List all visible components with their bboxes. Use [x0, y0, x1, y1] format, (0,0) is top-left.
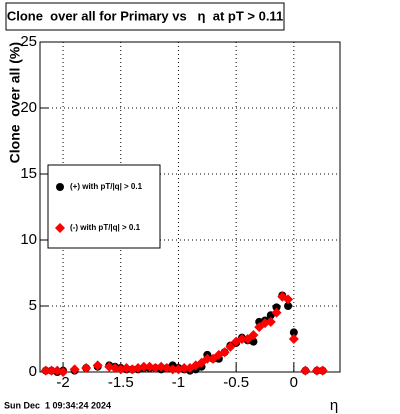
y-tick-label: 5	[29, 297, 37, 314]
legend-label: (-) with pT/|q| > 0.1	[70, 223, 141, 232]
marker	[121, 363, 132, 374]
marker	[46, 365, 57, 376]
marker	[311, 365, 322, 376]
x-tick-label: -2	[56, 374, 69, 391]
y-tick-label: 20	[20, 99, 37, 116]
marker	[288, 334, 299, 344]
y-axis-label: Clone over all (%)	[7, 42, 23, 163]
timestamp: Sun Dec 1 09:34:24 2024	[4, 400, 111, 410]
marker	[92, 360, 103, 371]
marker	[81, 363, 92, 374]
legend-box	[47, 164, 161, 249]
marker	[58, 367, 69, 377]
x-tick-label: -1	[172, 374, 185, 391]
x-tick-label: -1.5	[108, 374, 134, 391]
marker	[265, 316, 276, 327]
x-tick-label: 0	[290, 374, 298, 391]
marker	[283, 294, 294, 305]
marker	[179, 363, 190, 374]
marker	[40, 365, 51, 376]
x-tick-label: -0.5	[223, 374, 249, 391]
legend-label: (+) with pT/|q| > 0.1	[70, 182, 143, 191]
marker	[138, 361, 149, 372]
y-tick-label: 25	[20, 33, 37, 50]
marker	[69, 364, 80, 375]
chart-title: Clone over all for Primary vs η at pT > …	[7, 8, 283, 23]
marker	[56, 183, 64, 191]
marker	[289, 328, 298, 337]
marker	[284, 302, 293, 310]
title-box	[5, 2, 285, 31]
marker	[272, 303, 281, 312]
marker	[271, 307, 282, 318]
marker	[167, 364, 178, 375]
x-axis-label: η	[330, 397, 338, 414]
marker	[55, 223, 65, 233]
marker	[317, 365, 328, 376]
marker	[236, 334, 247, 344]
marker	[225, 341, 236, 352]
marker	[219, 347, 230, 358]
marker	[202, 353, 213, 364]
y-tick-label: 0	[29, 363, 37, 380]
y-tick-label: 10	[20, 231, 37, 248]
marker	[248, 330, 259, 341]
y-tick-label: 15	[20, 165, 37, 182]
marker	[300, 365, 311, 376]
